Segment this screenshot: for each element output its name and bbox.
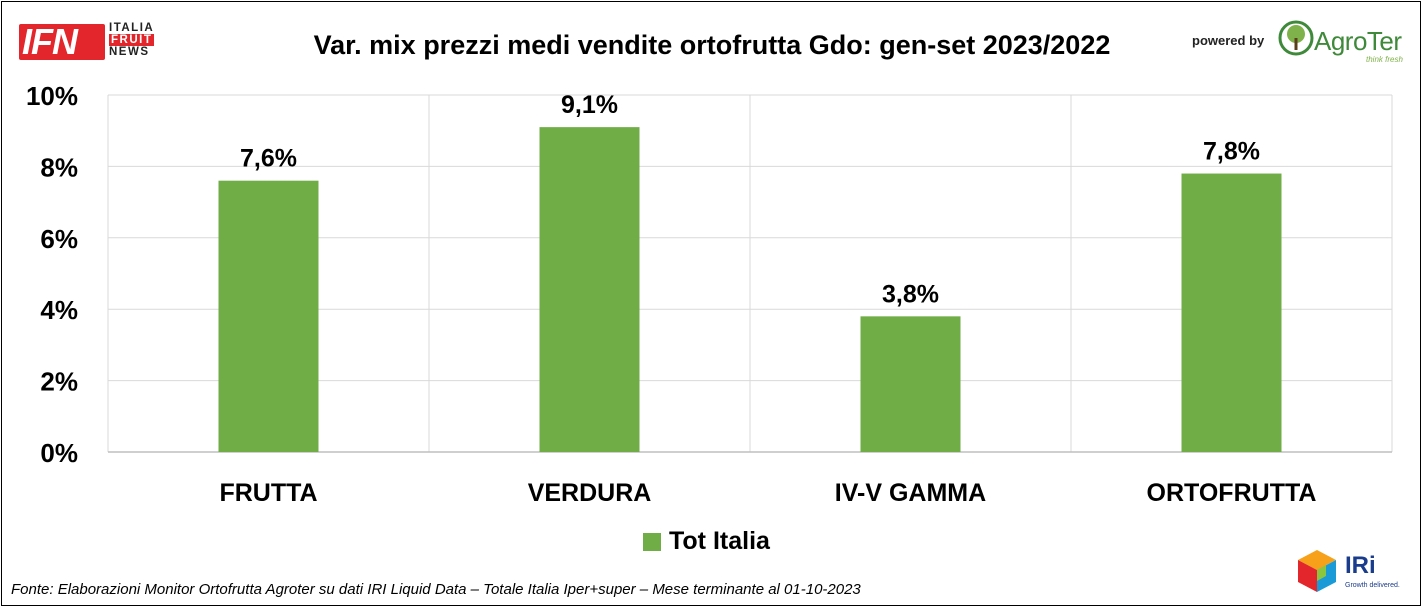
bars — [218, 127, 1282, 453]
data-labels: 7,6% 9,1% 3,8% 7,8% — [240, 91, 1260, 308]
bar — [860, 316, 961, 452]
ifn-logo: IFN ITALIA FRUIT NEWS — [19, 22, 169, 62]
agroter-logo-name: AgroTer — [1314, 26, 1402, 56]
x-axis-tick-labels: FRUTTA VERDURA IV-V GAMMA ORTOFRUTTA — [219, 479, 1316, 507]
x-tick-label: VERDURA — [528, 479, 652, 507]
x-tick-label: IV-V GAMMA — [835, 479, 986, 507]
legend: Tot Italia — [643, 527, 770, 556]
y-tick-label: 8% — [40, 152, 78, 182]
y-tick-label: 4% — [40, 295, 78, 325]
agroter-logo: AgroTer think fresh — [1278, 20, 1408, 65]
data-label: 3,8% — [882, 280, 939, 308]
gridlines — [107, 94, 1393, 453]
ifn-logo-word-italia: ITALIA — [109, 22, 155, 34]
powered-by-label: powered by — [1192, 33, 1265, 48]
y-axis-tick-labels: 0% 2% 4% 6% 8% 10% — [26, 81, 78, 468]
y-tick-label: 10% — [26, 81, 78, 111]
y-tick-label: 2% — [40, 367, 78, 397]
chart-title: Var. mix prezzi medi vendite ortofrutta … — [313, 30, 1111, 60]
data-label: 7,8% — [1203, 138, 1260, 166]
iri-cube-icon — [1298, 550, 1336, 592]
ifn-logo-word-news: NEWS — [109, 46, 150, 58]
data-label: 9,1% — [561, 91, 618, 119]
x-tick-label: FRUTTA — [219, 479, 317, 507]
agroter-logo-tagline: think fresh — [1366, 55, 1403, 64]
y-tick-label: 6% — [40, 224, 78, 254]
ifn-logo-letters: IFN — [22, 24, 78, 60]
tree-icon — [1278, 20, 1314, 56]
y-tick-label: 0% — [40, 438, 78, 468]
iri-logo-name: IRi — [1345, 552, 1376, 579]
iri-logo: IRi Growth delivered. — [1295, 548, 1410, 598]
x-tick-label: ORTOFRUTTA — [1147, 479, 1317, 507]
bar — [218, 180, 319, 452]
ifn-logo-word-fruit: FRUIT — [109, 34, 155, 46]
bar — [539, 127, 640, 452]
ifn-logo-words: ITALIA FRUIT NEWS — [109, 22, 155, 58]
source-note: Fonte: Elaborazioni Monitor Ortofrutta A… — [11, 581, 861, 598]
legend-label: Tot Italia — [669, 527, 770, 555]
data-label: 7,6% — [240, 145, 297, 173]
legend-swatch — [643, 532, 661, 551]
ifn-logo-block: IFN — [19, 24, 105, 60]
iri-logo-tagline: Growth delivered. — [1345, 582, 1400, 589]
bar — [1181, 173, 1282, 453]
